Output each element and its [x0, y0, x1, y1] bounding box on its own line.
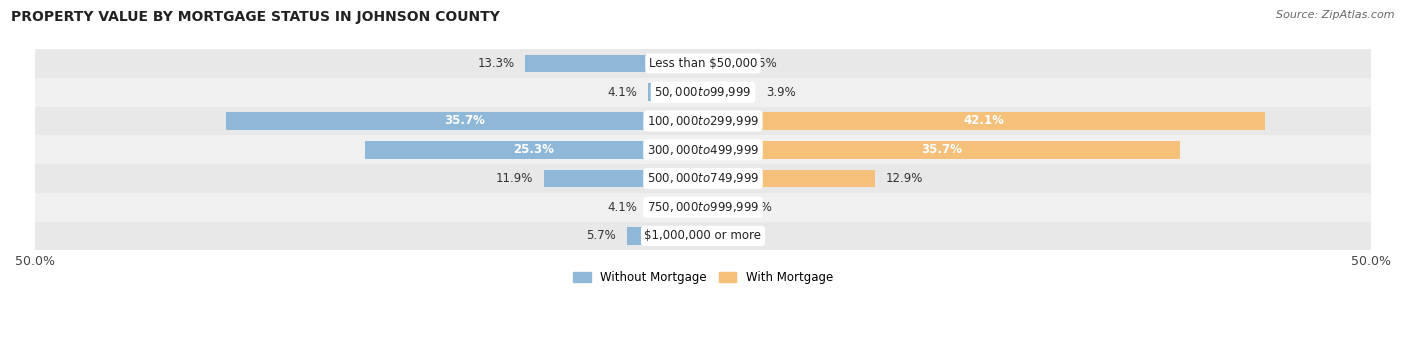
- Text: Source: ZipAtlas.com: Source: ZipAtlas.com: [1277, 10, 1395, 20]
- Bar: [627, 227, 703, 245]
- Bar: [366, 141, 703, 159]
- Text: $50,000 to $99,999: $50,000 to $99,999: [654, 85, 752, 99]
- Bar: [703, 169, 876, 187]
- Text: 0.87%: 0.87%: [725, 229, 762, 242]
- Text: 4.1%: 4.1%: [607, 201, 637, 214]
- Text: 35.7%: 35.7%: [444, 115, 485, 128]
- Text: $1,000,000 or more: $1,000,000 or more: [644, 229, 762, 242]
- Text: 11.9%: 11.9%: [496, 172, 533, 185]
- Text: PROPERTY VALUE BY MORTGAGE STATUS IN JOHNSON COUNTY: PROPERTY VALUE BY MORTGAGE STATUS IN JOH…: [11, 10, 501, 24]
- Bar: [226, 112, 703, 130]
- Bar: [544, 169, 703, 187]
- Text: Less than $50,000: Less than $50,000: [648, 57, 758, 70]
- Text: $500,000 to $749,999: $500,000 to $749,999: [647, 172, 759, 186]
- Bar: [35, 222, 1371, 250]
- Bar: [703, 83, 755, 101]
- Text: $100,000 to $299,999: $100,000 to $299,999: [647, 114, 759, 128]
- Bar: [35, 193, 1371, 222]
- Text: 12.9%: 12.9%: [886, 172, 924, 185]
- Bar: [703, 198, 731, 216]
- Text: 2.1%: 2.1%: [742, 201, 772, 214]
- Text: 13.3%: 13.3%: [478, 57, 515, 70]
- Text: 25.3%: 25.3%: [513, 143, 554, 156]
- Text: $750,000 to $999,999: $750,000 to $999,999: [647, 200, 759, 214]
- Bar: [35, 49, 1371, 78]
- Text: 3.9%: 3.9%: [766, 86, 796, 99]
- Bar: [35, 135, 1371, 164]
- Text: 5.7%: 5.7%: [586, 229, 616, 242]
- Bar: [703, 112, 1265, 130]
- Bar: [648, 198, 703, 216]
- Bar: [648, 83, 703, 101]
- Bar: [35, 107, 1371, 135]
- Bar: [703, 227, 714, 245]
- Text: 4.1%: 4.1%: [607, 86, 637, 99]
- Bar: [526, 55, 703, 72]
- Bar: [35, 78, 1371, 107]
- Legend: Without Mortgage, With Mortgage: Without Mortgage, With Mortgage: [568, 266, 838, 288]
- Text: $300,000 to $499,999: $300,000 to $499,999: [647, 143, 759, 157]
- Bar: [703, 55, 737, 72]
- Text: 42.1%: 42.1%: [963, 115, 1005, 128]
- Text: 35.7%: 35.7%: [921, 143, 962, 156]
- Bar: [703, 141, 1180, 159]
- Text: 2.5%: 2.5%: [747, 57, 778, 70]
- Bar: [35, 164, 1371, 193]
